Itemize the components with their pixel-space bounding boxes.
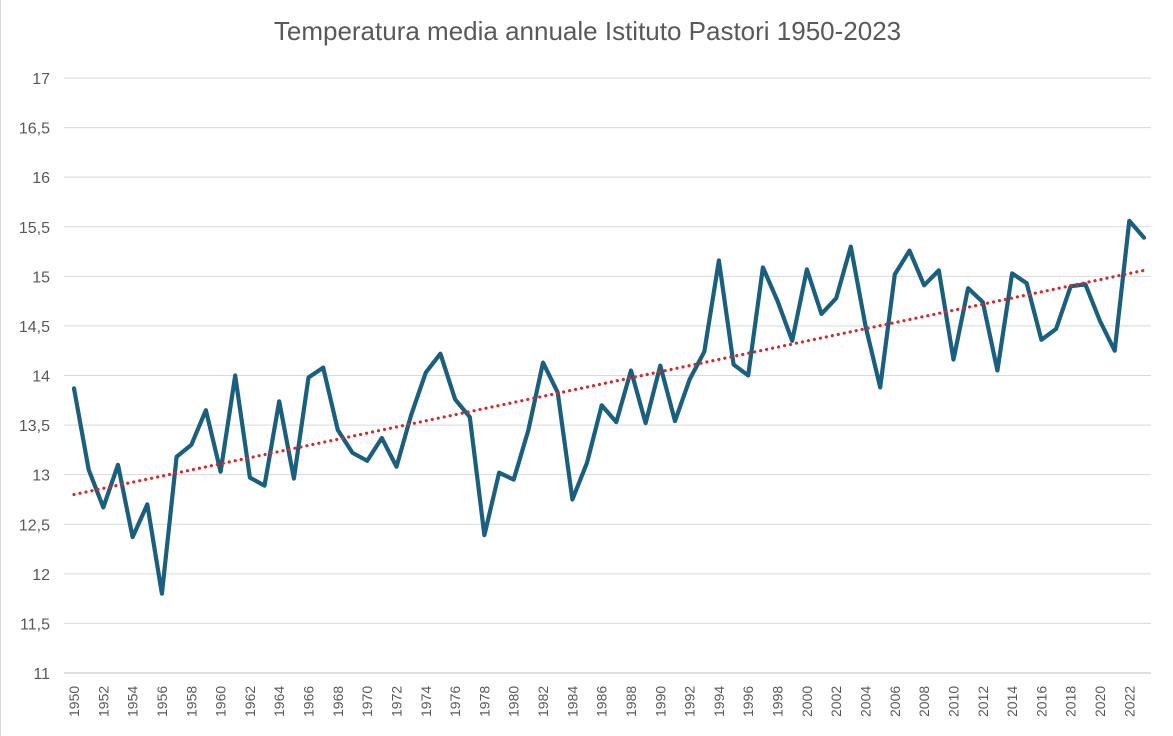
x-tick-label: 2020: [1092, 686, 1108, 717]
x-tick-label: 1962: [242, 686, 258, 717]
y-tick-label: 14: [32, 369, 50, 386]
x-tick-label: 1976: [447, 686, 463, 717]
x-tick-label: 1964: [271, 686, 287, 717]
trendline: [72, 268, 1146, 497]
x-tick-label: 1982: [535, 686, 551, 717]
x-tick-label: 1972: [388, 686, 404, 717]
x-tick-label: 1978: [476, 686, 492, 717]
x-tick-label: 2004: [858, 686, 874, 717]
x-tick-label: 1952: [95, 686, 111, 717]
x-tick-label: 2000: [799, 686, 815, 717]
x-tick-label: 1992: [682, 686, 698, 717]
x-tick-label: 2014: [1004, 686, 1020, 717]
x-tick-label: 1956: [154, 686, 170, 717]
y-tick-label: 16,5: [19, 121, 50, 138]
y-tick-label: 13: [32, 468, 50, 485]
y-tick-label: 17: [32, 71, 50, 88]
x-tick-label: 1958: [183, 686, 199, 717]
x-tick-label: 2006: [887, 686, 903, 717]
x-tick-label: 1996: [740, 686, 756, 717]
y-axis-ticks: 17 16,5 16 15,5 15 14,5 14 13,5 13 12,5 12 11,5 11: [19, 71, 50, 683]
x-tick-label: 1994: [711, 686, 727, 717]
x-tick-label: 1990: [652, 686, 668, 717]
x-tick-label: 2002: [828, 686, 844, 717]
x-tick-label: 1984: [564, 686, 580, 717]
x-tick-label: 2008: [916, 686, 932, 717]
x-tick-label: 2010: [945, 686, 961, 717]
x-tick-label: 1966: [301, 686, 317, 717]
x-tick-label: 1950: [66, 686, 82, 717]
y-tick-label: 13,5: [19, 418, 50, 435]
x-tick-label: 1954: [125, 686, 141, 717]
x-tick-label: 1998: [770, 686, 786, 717]
y-tick-label: 12: [32, 567, 50, 584]
x-tick-label: 1970: [359, 686, 375, 717]
y-tick-label: 12,5: [19, 517, 50, 534]
x-tick-label: 1968: [330, 686, 346, 717]
x-tick-label: 1988: [623, 686, 639, 717]
x-tick-label: 1980: [506, 686, 522, 717]
series-line: [71, 218, 1147, 596]
x-tick-label: 2022: [1121, 686, 1137, 717]
y-tick-label: 15: [32, 269, 50, 286]
x-tick-label: 1974: [418, 686, 434, 717]
chart-title: Temperatura media annuale Istituto Pasto…: [273, 16, 902, 46]
y-tick-label: 11: [33, 666, 50, 683]
x-tick-label: 2016: [1033, 686, 1049, 717]
y-tick-label: 16: [32, 170, 50, 187]
x-tick-label: 2012: [975, 686, 991, 717]
x-axis-ticks: 1950 1952 1954 1956 1958 1960 1962 1964 1966 1968…: [66, 686, 1137, 717]
y-tick-label: 15,5: [19, 220, 50, 237]
y-tick-label: 11,5: [20, 616, 50, 633]
x-tick-label: 2018: [1063, 686, 1079, 717]
x-tick-label: 1986: [594, 686, 610, 717]
series-layer: [71, 218, 1147, 596]
gridlines: [64, 77, 1151, 624]
y-tick-label: 14,5: [19, 319, 50, 336]
x-tick-label: 1960: [213, 686, 229, 717]
